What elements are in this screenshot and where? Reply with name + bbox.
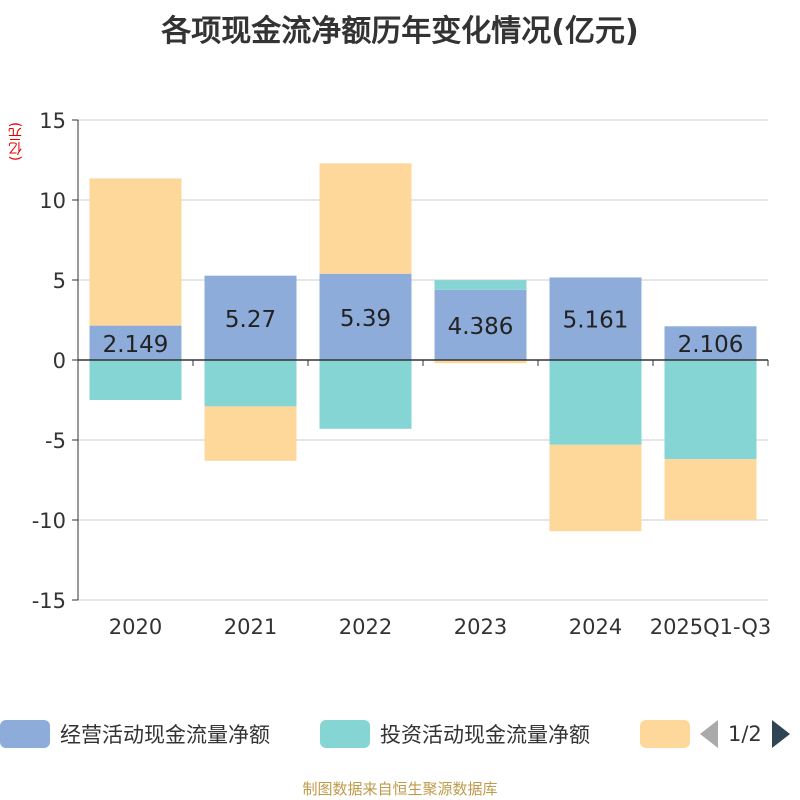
legend-prev-page-icon[interactable] <box>700 720 718 748</box>
bar-financing <box>319 163 412 274</box>
data-label: 4.386 <box>448 314 514 340</box>
x-tick-label: 2022 <box>339 615 392 639</box>
chart-canvas: -15 -10 -5 0 5 10 15 2.149 2020 5.27 2021 5.39 2022 4… <box>32 109 772 639</box>
legend-swatch-financing <box>640 720 690 748</box>
data-label: 2.149 <box>103 332 169 358</box>
bar-financing <box>549 444 642 532</box>
bar-investing <box>319 360 412 429</box>
y-tick-label: 15 <box>39 109 66 133</box>
bar-financing <box>89 178 182 326</box>
legend-item-financing[interactable] <box>640 716 700 752</box>
chart-title: 各项现金流净额历年变化情况(亿元) <box>161 14 639 49</box>
legend-next-page-icon[interactable] <box>771 720 790 748</box>
x-tick-label: 2023 <box>454 615 507 639</box>
bar-operating <box>319 273 412 360</box>
bar-investing <box>89 360 182 400</box>
bar-financing <box>664 459 757 520</box>
bar-financing <box>204 406 297 461</box>
bar-investing <box>204 360 297 407</box>
data-label: 2.106 <box>678 332 744 358</box>
legend-page-indicator: 1/2 <box>728 722 762 746</box>
y-tick-label: 0 <box>53 349 66 373</box>
bar-operating <box>434 289 527 360</box>
legend: 经营活动现金流量净额 投资活动现金流量净额 <box>0 716 800 756</box>
x-tick-label: 2021 <box>224 615 277 639</box>
legend-label-operating: 经营活动现金流量净额 <box>60 723 270 747</box>
x-tick-label: 2025Q1-Q3 <box>650 615 772 639</box>
x-tick-label: 2020 <box>109 615 162 639</box>
y-tick-label: 5 <box>53 269 66 293</box>
bar-operating <box>204 275 297 360</box>
bar-financing <box>434 360 527 364</box>
legend-swatch-operating <box>0 720 50 748</box>
legend-pager: 1/2 <box>700 716 790 752</box>
legend-label-investing: 投资活动现金流量净额 <box>380 723 590 747</box>
y-tick-label: -15 <box>32 589 66 613</box>
bar-investing <box>434 280 527 290</box>
bar-operating <box>664 326 757 360</box>
data-source-footer: 制图数据来自恒生聚源数据库 <box>302 780 498 798</box>
data-label: 5.39 <box>340 306 391 332</box>
data-label: 5.161 <box>563 308 629 334</box>
data-label: 5.27 <box>225 307 276 333</box>
y-tick-label: -10 <box>32 509 66 533</box>
bar-investing <box>549 360 642 445</box>
y-tick-label: 10 <box>39 189 66 213</box>
legend-item-operating[interactable]: 经营活动现金流量净额 <box>0 716 270 752</box>
bar-operating <box>89 325 182 360</box>
legend-swatch-investing <box>320 720 370 748</box>
x-tick-label: 2024 <box>569 615 622 639</box>
bar-investing <box>664 360 757 460</box>
bar-operating <box>549 277 642 360</box>
y-tick-label: -5 <box>45 429 66 453</box>
legend-item-investing[interactable]: 投资活动现金流量净额 <box>320 716 590 752</box>
